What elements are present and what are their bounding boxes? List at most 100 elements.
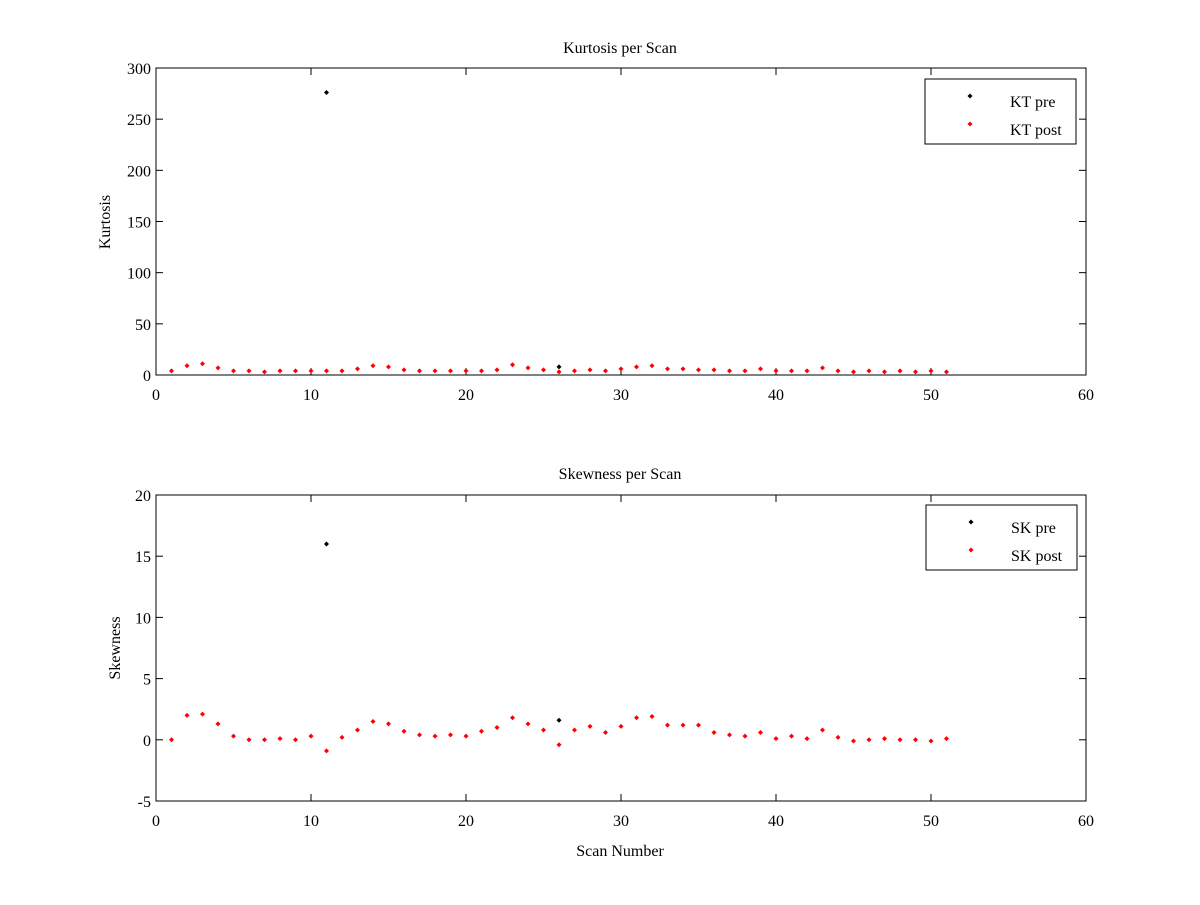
skewness-y-tick-label: 10 [135,610,151,627]
kurtosis-point-post [184,363,190,369]
kurtosis-point-post [401,367,407,373]
skewness-point-post [463,733,469,739]
kurtosis-legend-box [924,78,1077,145]
skewness-point-post [928,738,934,744]
kurtosis-point-post [835,368,841,374]
skewness-point-post [727,732,732,738]
kurtosis-point-post [463,368,469,374]
kurtosis-legend-marker-post [967,121,973,127]
skewness-points [169,541,949,754]
kurtosis-point-post [742,368,748,374]
skewness-point-post [370,718,376,724]
skewness-legend-label-post: SK post [1011,548,1063,565]
skewness-point-post [851,738,856,744]
kurtosis-plot: Kurtosis per Scan Kurtosis 0 10 20 30 40 50 60… [97,40,1094,404]
skewness-point-post [773,736,779,742]
skewness-point-pre [324,541,329,547]
kurtosis-point-post [355,366,360,372]
skewness-y-tick-label: 20 [135,488,151,505]
skewness-point-post [866,737,872,743]
kurtosis-point-post [293,368,298,374]
skewness-point-post [246,737,252,743]
kurtosis-legend-marker-pre [967,93,973,99]
kurtosis-x-tick-label: 20 [458,387,474,404]
skewness-point-post [649,714,655,720]
kurtosis-x-tick-label: 50 [923,387,939,404]
skewness-x-tick-label: 30 [613,813,629,830]
skewness-x-tick-label: 20 [458,813,474,830]
skewness-point-post [882,736,887,742]
skewness-point-post [603,729,608,735]
kurtosis-y-tick-label: 250 [127,112,151,129]
skewness-point-post [293,737,298,743]
skewness-y-tick-label: 5 [143,672,151,689]
skewness-x-tick-label: 50 [923,813,939,830]
skewness-y-tick-label: -5 [138,794,151,811]
kurtosis-y-tick-label: 50 [135,317,151,334]
skewness-point-post [432,733,438,739]
skewness-point-post [944,736,949,742]
skewness-point-post [742,733,748,739]
kurtosis-legend-label-post: KT post [1010,122,1062,139]
kurtosis-point-post [789,368,794,374]
skewness-point-post [401,728,407,734]
skewness-point-post [556,742,562,748]
kurtosis-point-post [665,366,670,372]
skewness-point-post [758,729,763,735]
kurtosis-y-tick-label: 0 [143,368,151,385]
kurtosis-point-post [897,368,903,374]
kurtosis-x-tick-label: 60 [1078,387,1094,404]
kurtosis-point-post [587,367,593,373]
kurtosis-y-tick-label: 150 [127,215,151,232]
kurtosis-point-post [246,368,252,374]
skewness-legend-marker-pre [968,519,974,525]
kurtosis-point-post [308,368,314,374]
kurtosis-point-post [386,364,391,370]
skewness-point-post [355,727,360,733]
kurtosis-point-post [711,367,717,373]
kurtosis-point-post [913,369,918,375]
skewness-point-post [277,736,283,742]
skewness-point-post [308,733,314,739]
kurtosis-plot-title: Kurtosis per Scan [563,40,677,57]
skewness-point-post [618,723,624,729]
kurtosis-legend: KT pre KT post [924,78,1077,145]
kurtosis-y-tick-label: 300 [127,61,151,78]
skewness-point-post [711,729,717,735]
kurtosis-point-post [339,368,345,374]
skewness-point-post [417,732,422,738]
kurtosis-y-tick-label: 100 [127,266,151,283]
skewness-point-post [339,734,345,740]
skewness-point-post [525,721,531,727]
kurtosis-point-post [215,365,221,371]
skewness-y-tick-label: 15 [135,549,151,566]
skewness-point-post [572,727,577,733]
kurtosis-x-tick-label: 40 [768,387,784,404]
skewness-point-post [215,721,221,727]
kurtosis-point-post [680,366,686,372]
skewness-point-post [169,737,174,743]
kurtosis-point-post [866,368,872,374]
kurtosis-point-post [200,361,205,367]
kurtosis-point-post [851,369,856,375]
kurtosis-point-post [556,369,562,375]
skewness-x-tick-label: 0 [152,813,160,830]
skewness-plot-title: Skewness per Scan [559,466,682,483]
skewness-point-post [479,728,484,734]
skewness-plot: Skewness per Scan Skewness Scan Number 0… [107,466,1094,860]
kurtosis-point-post [758,366,763,372]
skewness-point-post [835,734,841,740]
kurtosis-point-post [231,368,236,374]
skewness-point-post [262,737,267,743]
skewness-legend-box [925,504,1078,571]
skewness-point-pre [556,717,562,723]
skewness-point-post [231,733,236,739]
kurtosis-point-post [432,368,438,374]
skewness-legend-label-pre: SK pre [1011,520,1056,537]
kurtosis-point-post [634,364,639,370]
kurtosis-point-post [448,368,453,374]
kurtosis-ticks: 0 10 20 30 40 50 60 0 50 100 150 200 250 300 [127,61,1094,404]
kurtosis-point-post [277,368,283,374]
skewness-point-post [200,711,205,717]
